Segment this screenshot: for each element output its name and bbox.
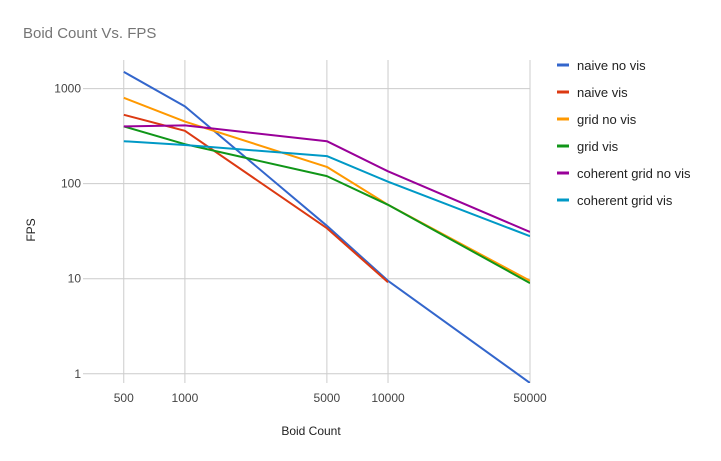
y-tick-label: 1	[74, 367, 81, 381]
legend-label: grid no vis	[577, 112, 637, 127]
y-axis-title: FPS	[24, 218, 38, 241]
legend-label: coherent grid vis	[577, 193, 673, 208]
y-tick-label: 10	[68, 272, 82, 286]
legend-label: grid vis	[577, 139, 619, 154]
x-axis-title: Boid Count	[281, 424, 341, 438]
legend-label: naive vis	[577, 85, 628, 100]
series-line-grid-vis	[123, 125, 530, 284]
series-lines	[123, 71, 530, 383]
x-tick-label: 500	[114, 391, 134, 405]
x-tick-label: 10000	[371, 391, 405, 405]
axis-ticks: 1 10 100 1000 500 1000 5000 10000 50000	[54, 82, 547, 405]
x-tick-label: 50000	[513, 391, 547, 405]
y-tick-label: 1000	[54, 82, 81, 96]
grid-lines	[83, 60, 531, 383]
legend-label: coherent grid no vis	[577, 166, 691, 181]
legend-label: naive no vis	[577, 58, 646, 73]
x-tick-label: 1000	[172, 391, 199, 405]
series-line-naive-no-vis	[123, 71, 530, 383]
series-line-naive-vis	[123, 113, 389, 283]
x-tick-label: 5000	[314, 391, 341, 405]
legend: naive no vis naive vis grid no vis grid vis…	[557, 58, 691, 208]
series-line-coherent-grid-no-vis	[123, 124, 530, 233]
y-tick-label: 100	[61, 177, 81, 191]
series-line-coherent-grid-vis	[123, 140, 530, 238]
chart-title: Boid Count Vs. FPS	[23, 25, 156, 42]
